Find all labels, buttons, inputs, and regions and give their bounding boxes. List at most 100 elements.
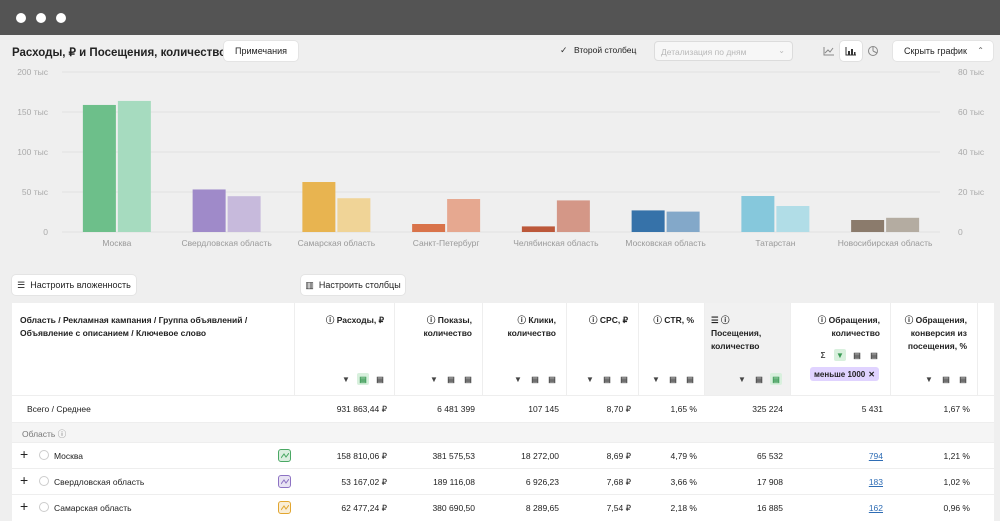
x-tick-label: Новосибирская область — [838, 238, 933, 248]
row-value: 3,66 % — [670, 477, 697, 487]
bar-series-1 — [741, 196, 775, 232]
total-value: 5 431 — [861, 404, 883, 414]
filter-tag[interactable]: меньше 1000 ✕ — [810, 367, 879, 381]
help-icon[interactable]: ⓘ — [653, 315, 662, 325]
chart-toggle-icon[interactable]: ▤ — [531, 374, 539, 384]
hide-chart-button[interactable]: Скрыть график ⌃ — [893, 41, 993, 61]
chart-toggle-icon[interactable]: ▤ — [853, 350, 861, 360]
help-icon[interactable]: ⓘ — [325, 315, 335, 325]
filter-icon[interactable]: ▼ — [925, 374, 933, 384]
help-icon[interactable]: ⓘ — [517, 315, 526, 325]
notes-button[interactable]: Примечания — [224, 41, 298, 61]
nest-settings-label: Настроить вложенность — [30, 280, 131, 290]
total-row: Всего / Среднее 931 863,44 ₽ 6 481 399 1… — [12, 395, 994, 422]
chart-toggle-icon[interactable]: ▤ — [755, 374, 763, 384]
x-tick-label: Свердловская область — [181, 238, 272, 248]
filter-icon[interactable]: ▼ — [430, 374, 438, 384]
bar-series-1 — [521, 226, 555, 232]
columns-settings-label: Настроить столбцы — [318, 280, 401, 290]
header-text: ⓘ Обращения, количество — [817, 315, 880, 338]
row-value: 8 289,65 — [525, 503, 559, 513]
filter-icon[interactable]: ▼ — [514, 374, 522, 384]
help-icon[interactable]: ⓘ — [426, 315, 436, 325]
chart-toggle-icon[interactable]: ▤ — [603, 374, 611, 384]
table-row[interactable]: + Свердловская область 53 167,02 ₽ 189 116,… — [12, 468, 994, 494]
y-tick-right: 80 тыс — [958, 67, 985, 77]
total-value: 931 863,44 ₽ — [336, 404, 387, 414]
help-icon[interactable]: ⓘ — [904, 315, 914, 325]
bar-series-2 — [556, 200, 590, 232]
sort-icon[interactable]: ☰ — [711, 315, 719, 325]
row-chart-icon[interactable] — [278, 449, 291, 462]
row-value: 8,69 ₽ — [606, 451, 631, 461]
window-dot[interactable] — [36, 13, 46, 23]
pie-chart-icon[interactable] — [862, 41, 884, 61]
x-tick-label: Санкт-Петербург — [413, 238, 480, 248]
y-tick-left: 200 тыс — [17, 67, 49, 77]
row-value[interactable]: 183 — [868, 477, 883, 487]
row-chart-icon[interactable] — [278, 475, 291, 488]
help-icon[interactable]: ⓘ — [57, 429, 67, 439]
row-value: 4,79 % — [670, 451, 697, 461]
filter-icon[interactable]: ▼ — [834, 349, 846, 361]
chart-toggle-icon[interactable]: ▤ — [447, 374, 455, 384]
second-column-checkbox[interactable]: ✓ Второй столбец — [560, 45, 636, 55]
window-dot[interactable] — [16, 13, 26, 23]
x-tick-label: Татарстан — [755, 238, 795, 248]
x-tick-label: Челябинская область — [513, 238, 599, 248]
row-chart-icon[interactable] — [278, 501, 291, 514]
header-text: ⓘ CTR, % — [653, 315, 694, 325]
filter-icon[interactable]: ▼ — [738, 374, 746, 384]
status-circle-icon[interactable] — [39, 476, 49, 486]
row-value: 158 810,06 ₽ — [336, 451, 387, 461]
total-value: 6 481 399 — [437, 404, 475, 414]
chart-alt-icon[interactable]: ▤ — [620, 374, 628, 384]
close-icon[interactable]: ✕ — [868, 369, 875, 379]
x-tick-label: Самарская область — [298, 238, 376, 248]
chart-alt-icon[interactable]: ▤ — [959, 374, 967, 384]
total-value: 107 145 — [528, 404, 559, 414]
chart-alt-icon[interactable]: ▤ — [870, 350, 878, 360]
chart-alt-icon[interactable]: ▤ — [376, 374, 384, 384]
detail-select[interactable]: Детализация по дням ⌄ — [654, 41, 793, 61]
expand-icon[interactable]: + — [20, 472, 29, 488]
bar-series-2 — [117, 100, 151, 232]
data-table: ☰ Настроить вложенность ▥ Настроить стол… — [12, 275, 994, 521]
window-dot[interactable] — [56, 13, 66, 23]
row-value[interactable]: 794 — [868, 451, 883, 461]
total-value: 325 224 — [752, 404, 783, 414]
second-column-label: Второй столбец — [574, 45, 637, 55]
chart-alt-icon[interactable]: ▤ — [686, 374, 694, 384]
chart-toggle-icon[interactable]: ▤ — [357, 373, 369, 385]
chart-toggle-icon[interactable]: ▤ — [669, 374, 677, 384]
expand-icon[interactable]: + — [20, 498, 29, 514]
status-circle-icon[interactable] — [39, 502, 49, 512]
filter-icon[interactable]: ▼ — [342, 374, 350, 384]
bar-chart-icon[interactable] — [840, 41, 862, 61]
table-row[interactable]: + Москва 158 810,06 ₽ 381 575,53 18 272,00 8,… — [12, 442, 994, 468]
filter-icon[interactable]: ▼ — [652, 374, 660, 384]
chart-alt-icon[interactable]: ▤ — [548, 374, 556, 384]
help-icon[interactable]: ⓘ — [817, 315, 827, 325]
row-value: 6 926,23 — [525, 477, 559, 487]
header-text: ⓘ Обращения, конверсия из посещения, % — [904, 315, 967, 351]
y-tick-right: 40 тыс — [958, 147, 985, 157]
columns-settings-button[interactable]: ▥ Настроить столбцы — [301, 275, 405, 295]
row-value: 17 908 — [757, 477, 783, 487]
header-text: ⓘ Показы, количество — [423, 315, 473, 338]
y-tick-left: 0 — [43, 227, 48, 237]
expand-icon[interactable]: + — [20, 446, 29, 462]
chart-alt-icon[interactable]: ▤ — [770, 373, 782, 385]
help-icon[interactable]: ⓘ — [721, 315, 730, 325]
row-value: 2,18 % — [670, 503, 697, 513]
filter-icon[interactable]: ▼ — [586, 374, 594, 384]
help-icon[interactable]: ⓘ — [589, 315, 598, 325]
line-chart-icon[interactable] — [818, 41, 840, 61]
nest-settings-button[interactable]: ☰ Настроить вложенность — [12, 275, 136, 295]
chart-alt-icon[interactable]: ▤ — [464, 374, 472, 384]
table-row[interactable]: + Самарская область 62 477,24 ₽ 380 690,50 8… — [12, 494, 994, 520]
status-circle-icon[interactable] — [39, 450, 49, 460]
row-value[interactable]: 162 — [868, 503, 883, 513]
chart-toggle-icon[interactable]: ▤ — [942, 374, 950, 384]
sum-icon[interactable]: Σ — [820, 350, 826, 360]
